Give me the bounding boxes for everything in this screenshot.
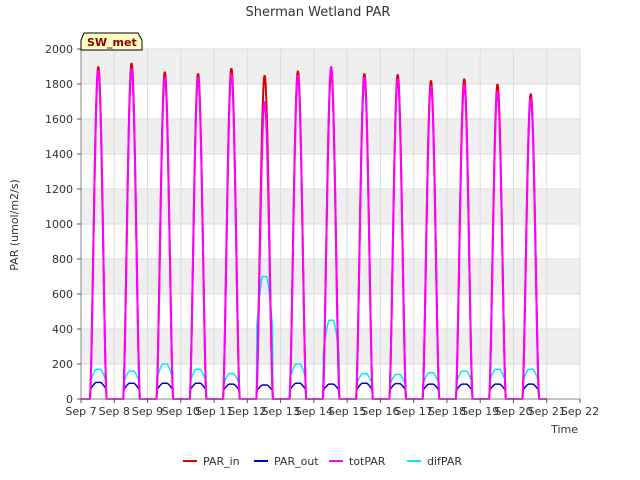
badge-label: SW_met — [87, 36, 137, 49]
y-ticks: 0 200 400 600 800 1000 1200 1400 1600 1800 2000 — [45, 43, 81, 406]
plot-band — [81, 259, 580, 294]
x-tick-label: Sep 15 — [328, 405, 366, 418]
legend-label-difPAR: difPAR — [427, 455, 462, 468]
legend-label-PAR_in: PAR_in — [203, 455, 240, 468]
plot-band — [81, 189, 580, 224]
y-tick-label: 1400 — [45, 148, 73, 161]
y-tick-label: 2000 — [45, 43, 73, 56]
legend: PAR_in PAR_out totPAR difPAR — [183, 455, 462, 468]
y-tick-label: 1800 — [45, 78, 73, 91]
x-tick-label: Sep 12 — [228, 405, 266, 418]
x-tick-label: Sep 20 — [494, 405, 532, 418]
y-tick-label: 1000 — [45, 218, 73, 231]
chart-title: Sherman Wetland PAR — [246, 5, 391, 20]
y-tick-label: 600 — [52, 288, 73, 301]
legend-label-PAR_out: PAR_out — [274, 455, 319, 468]
x-tick-label: Sep 18 — [428, 405, 466, 418]
x-tick-label: Sep 13 — [261, 405, 299, 418]
x-tick-label: Sep 14 — [295, 405, 333, 418]
x-tick-label: Sep 16 — [361, 405, 399, 418]
station-badge: SW_met — [80, 32, 143, 51]
x-tick-label: Sep 22 — [561, 405, 599, 418]
x-tick-label: Sep 17 — [395, 405, 433, 418]
badge-shape — [80, 32, 143, 51]
x-tick-label: Sep 21 — [528, 405, 566, 418]
y-tick-label: 400 — [52, 323, 73, 336]
x-tick-label: Sep 10 — [162, 405, 200, 418]
x-tick-label: Sep 11 — [195, 405, 233, 418]
x-tick-label: Sep 19 — [461, 405, 499, 418]
y-tick-label: 1200 — [45, 183, 73, 196]
grid-lines — [80, 48, 581, 400]
y-tick-label: 200 — [52, 358, 73, 371]
y-axis-label: PAR (umol/m2/s) — [8, 179, 21, 271]
x-tick-label: Sep 7 — [65, 405, 96, 418]
x-tick-label: Sep 8 — [99, 405, 130, 418]
plot-band — [81, 329, 580, 364]
x-axis-label: Time — [550, 423, 578, 436]
x-tick-label: Sep 9 — [132, 405, 163, 418]
y-tick-label: 800 — [52, 253, 73, 266]
plot-band — [81, 119, 580, 154]
y-tick-label: 1600 — [45, 113, 73, 126]
legend-label-totPAR: totPAR — [349, 455, 386, 468]
y-tick-label: 0 — [66, 393, 73, 406]
